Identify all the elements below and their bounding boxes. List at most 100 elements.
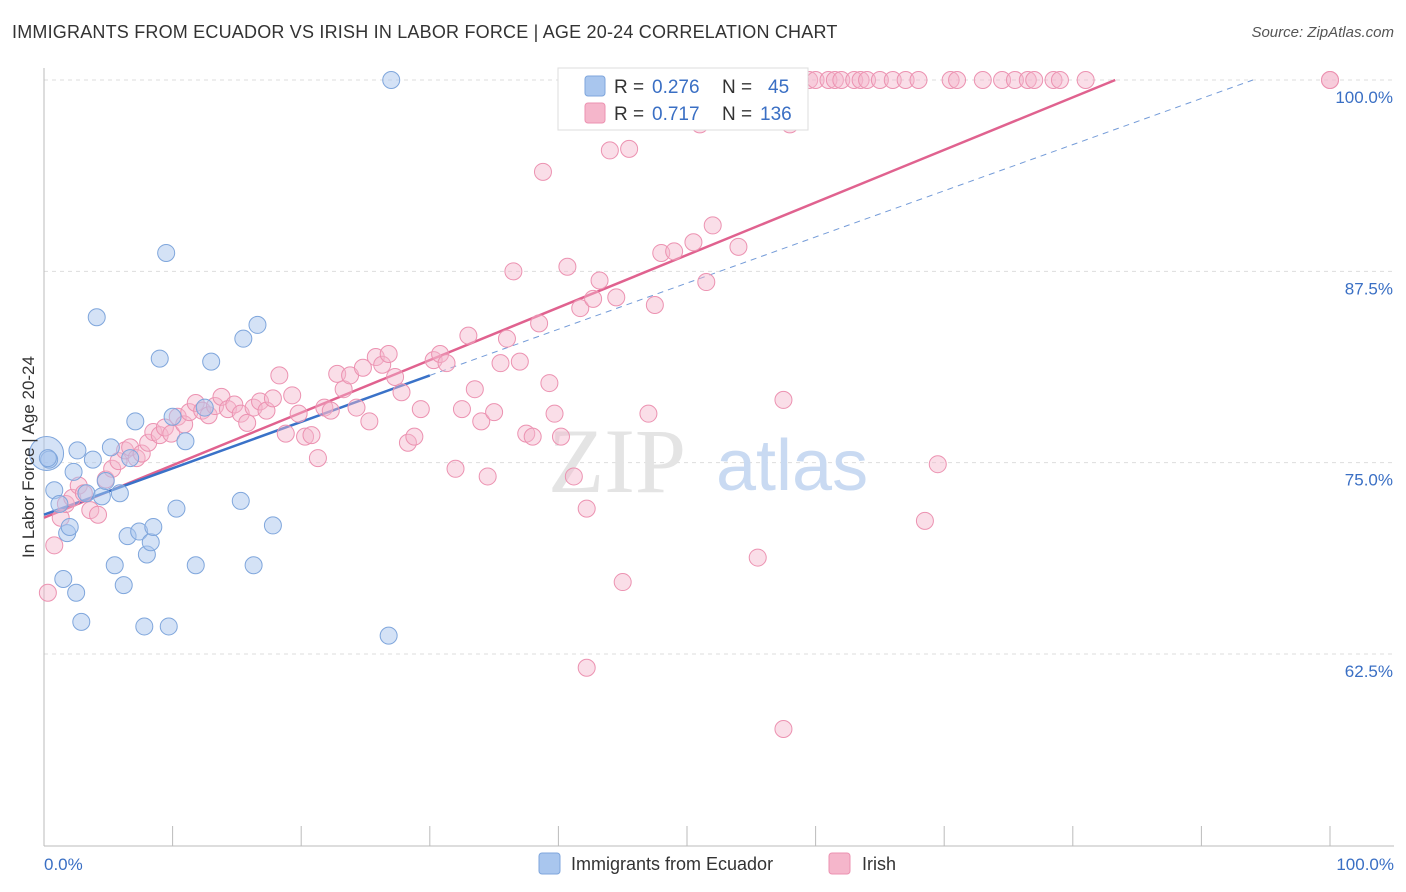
irish-point <box>491 354 510 373</box>
irish-point <box>564 467 583 486</box>
ecuador-point <box>68 441 87 460</box>
irish-point <box>540 374 559 393</box>
irish-point <box>551 427 570 446</box>
irish-point <box>748 548 767 567</box>
ecuador-point <box>110 484 129 503</box>
bottom-legend-swatch-ecuador <box>538 852 561 875</box>
ecuador-point <box>135 617 154 636</box>
irish-point <box>263 389 282 408</box>
irish-point <box>1025 71 1044 89</box>
irish-point <box>45 536 64 555</box>
irish-point <box>497 329 516 348</box>
irish-point <box>38 583 57 602</box>
irish-point <box>1018 71 1037 89</box>
irish-point <box>1050 71 1069 89</box>
irish-point <box>321 401 340 420</box>
ecuador-point <box>159 617 178 636</box>
bottom-legend: Immigrants from Ecuador Irish <box>538 852 896 875</box>
y-tick-label: 100.0% <box>1335 88 1393 107</box>
irish-point <box>870 71 889 89</box>
x-tick-label-max: 100.0% <box>1336 855 1394 874</box>
y-tick-label: 87.5% <box>1345 279 1393 298</box>
irish-point <box>533 162 552 181</box>
ecuador-trend-extension <box>429 79 1254 376</box>
irish-point <box>225 395 244 414</box>
irish-point <box>283 386 302 405</box>
irish-point <box>270 366 289 385</box>
irish-point <box>353 358 372 377</box>
ecuador-point <box>60 517 79 536</box>
irish-point <box>774 720 793 739</box>
legend: R = 0.276 N = 45 R = 0.717 N = 136 <box>557 67 809 131</box>
irish-point <box>238 413 257 432</box>
irish-point <box>510 352 529 371</box>
irish-point <box>308 449 327 468</box>
watermark-zip: ZIP <box>548 410 686 512</box>
ecuador-point <box>72 612 91 631</box>
ecuador-point <box>195 398 214 417</box>
irish-point <box>973 71 992 89</box>
irish-point <box>729 237 748 256</box>
ecuador-point <box>202 352 221 371</box>
irish-point <box>1044 71 1063 89</box>
ecuador-point <box>121 449 140 468</box>
irish-point <box>909 71 928 89</box>
ecuador-point <box>186 556 205 575</box>
watermark-atlas: atlas <box>716 426 868 506</box>
legend-swatch-ecuador <box>584 75 606 97</box>
ecuador-point <box>101 438 120 457</box>
ecuador-point <box>105 556 124 575</box>
irish-point <box>431 344 450 363</box>
irish-point <box>703 216 722 235</box>
x-ticks <box>43 826 1331 846</box>
irish-point <box>530 314 549 333</box>
irish-point <box>774 390 793 409</box>
irish-point <box>993 71 1012 89</box>
bottom-legend-label-ecuador: Immigrants from Ecuador <box>571 854 773 874</box>
irish-point <box>915 511 934 530</box>
irish-point <box>459 326 478 345</box>
irish-point <box>613 573 632 592</box>
y-tick-label: 75.0% <box>1345 471 1393 490</box>
irish-point <box>819 71 838 89</box>
ecuador-point <box>144 517 163 536</box>
irish-point <box>478 467 497 486</box>
irish-point <box>545 404 564 423</box>
irish-point <box>571 299 590 318</box>
irish-point <box>485 403 504 422</box>
legend-r-value-irish: 0.717 <box>652 104 700 125</box>
irish-point <box>883 71 902 89</box>
irish-point <box>941 71 960 89</box>
irish-point <box>289 404 308 423</box>
irish-point <box>590 271 609 290</box>
irish-points <box>38 71 1339 739</box>
y-tick-labels: 62.5% 75.0% 87.5% 100.0% <box>1335 88 1393 681</box>
watermark: ZIP atlas <box>548 410 868 512</box>
irish-point <box>328 364 347 383</box>
irish-point <box>472 412 491 431</box>
irish-point <box>858 71 877 89</box>
irish-point <box>845 71 864 89</box>
ecuador-point <box>382 71 401 89</box>
irish-point <box>832 71 851 89</box>
ecuador-point <box>163 407 182 426</box>
ecuador-point <box>141 533 160 552</box>
irish-point <box>379 344 398 363</box>
chart-title: IMMIGRANTS FROM ECUADOR VS IRISH IN LABO… <box>12 22 838 42</box>
ecuador-point <box>150 349 169 368</box>
irish-point <box>296 427 315 446</box>
irish-point <box>373 355 392 374</box>
irish-point <box>584 289 603 308</box>
irish-point <box>558 257 577 276</box>
irish-point <box>577 499 596 518</box>
irish-point <box>645 296 664 315</box>
irish-point <box>851 71 870 89</box>
ecuador-points <box>29 71 401 645</box>
irish-point <box>386 367 405 386</box>
irish-point <box>523 427 542 446</box>
irish-point <box>411 400 430 419</box>
ecuador-point <box>176 432 195 451</box>
irish-point <box>577 658 596 677</box>
irish-point <box>697 273 716 292</box>
